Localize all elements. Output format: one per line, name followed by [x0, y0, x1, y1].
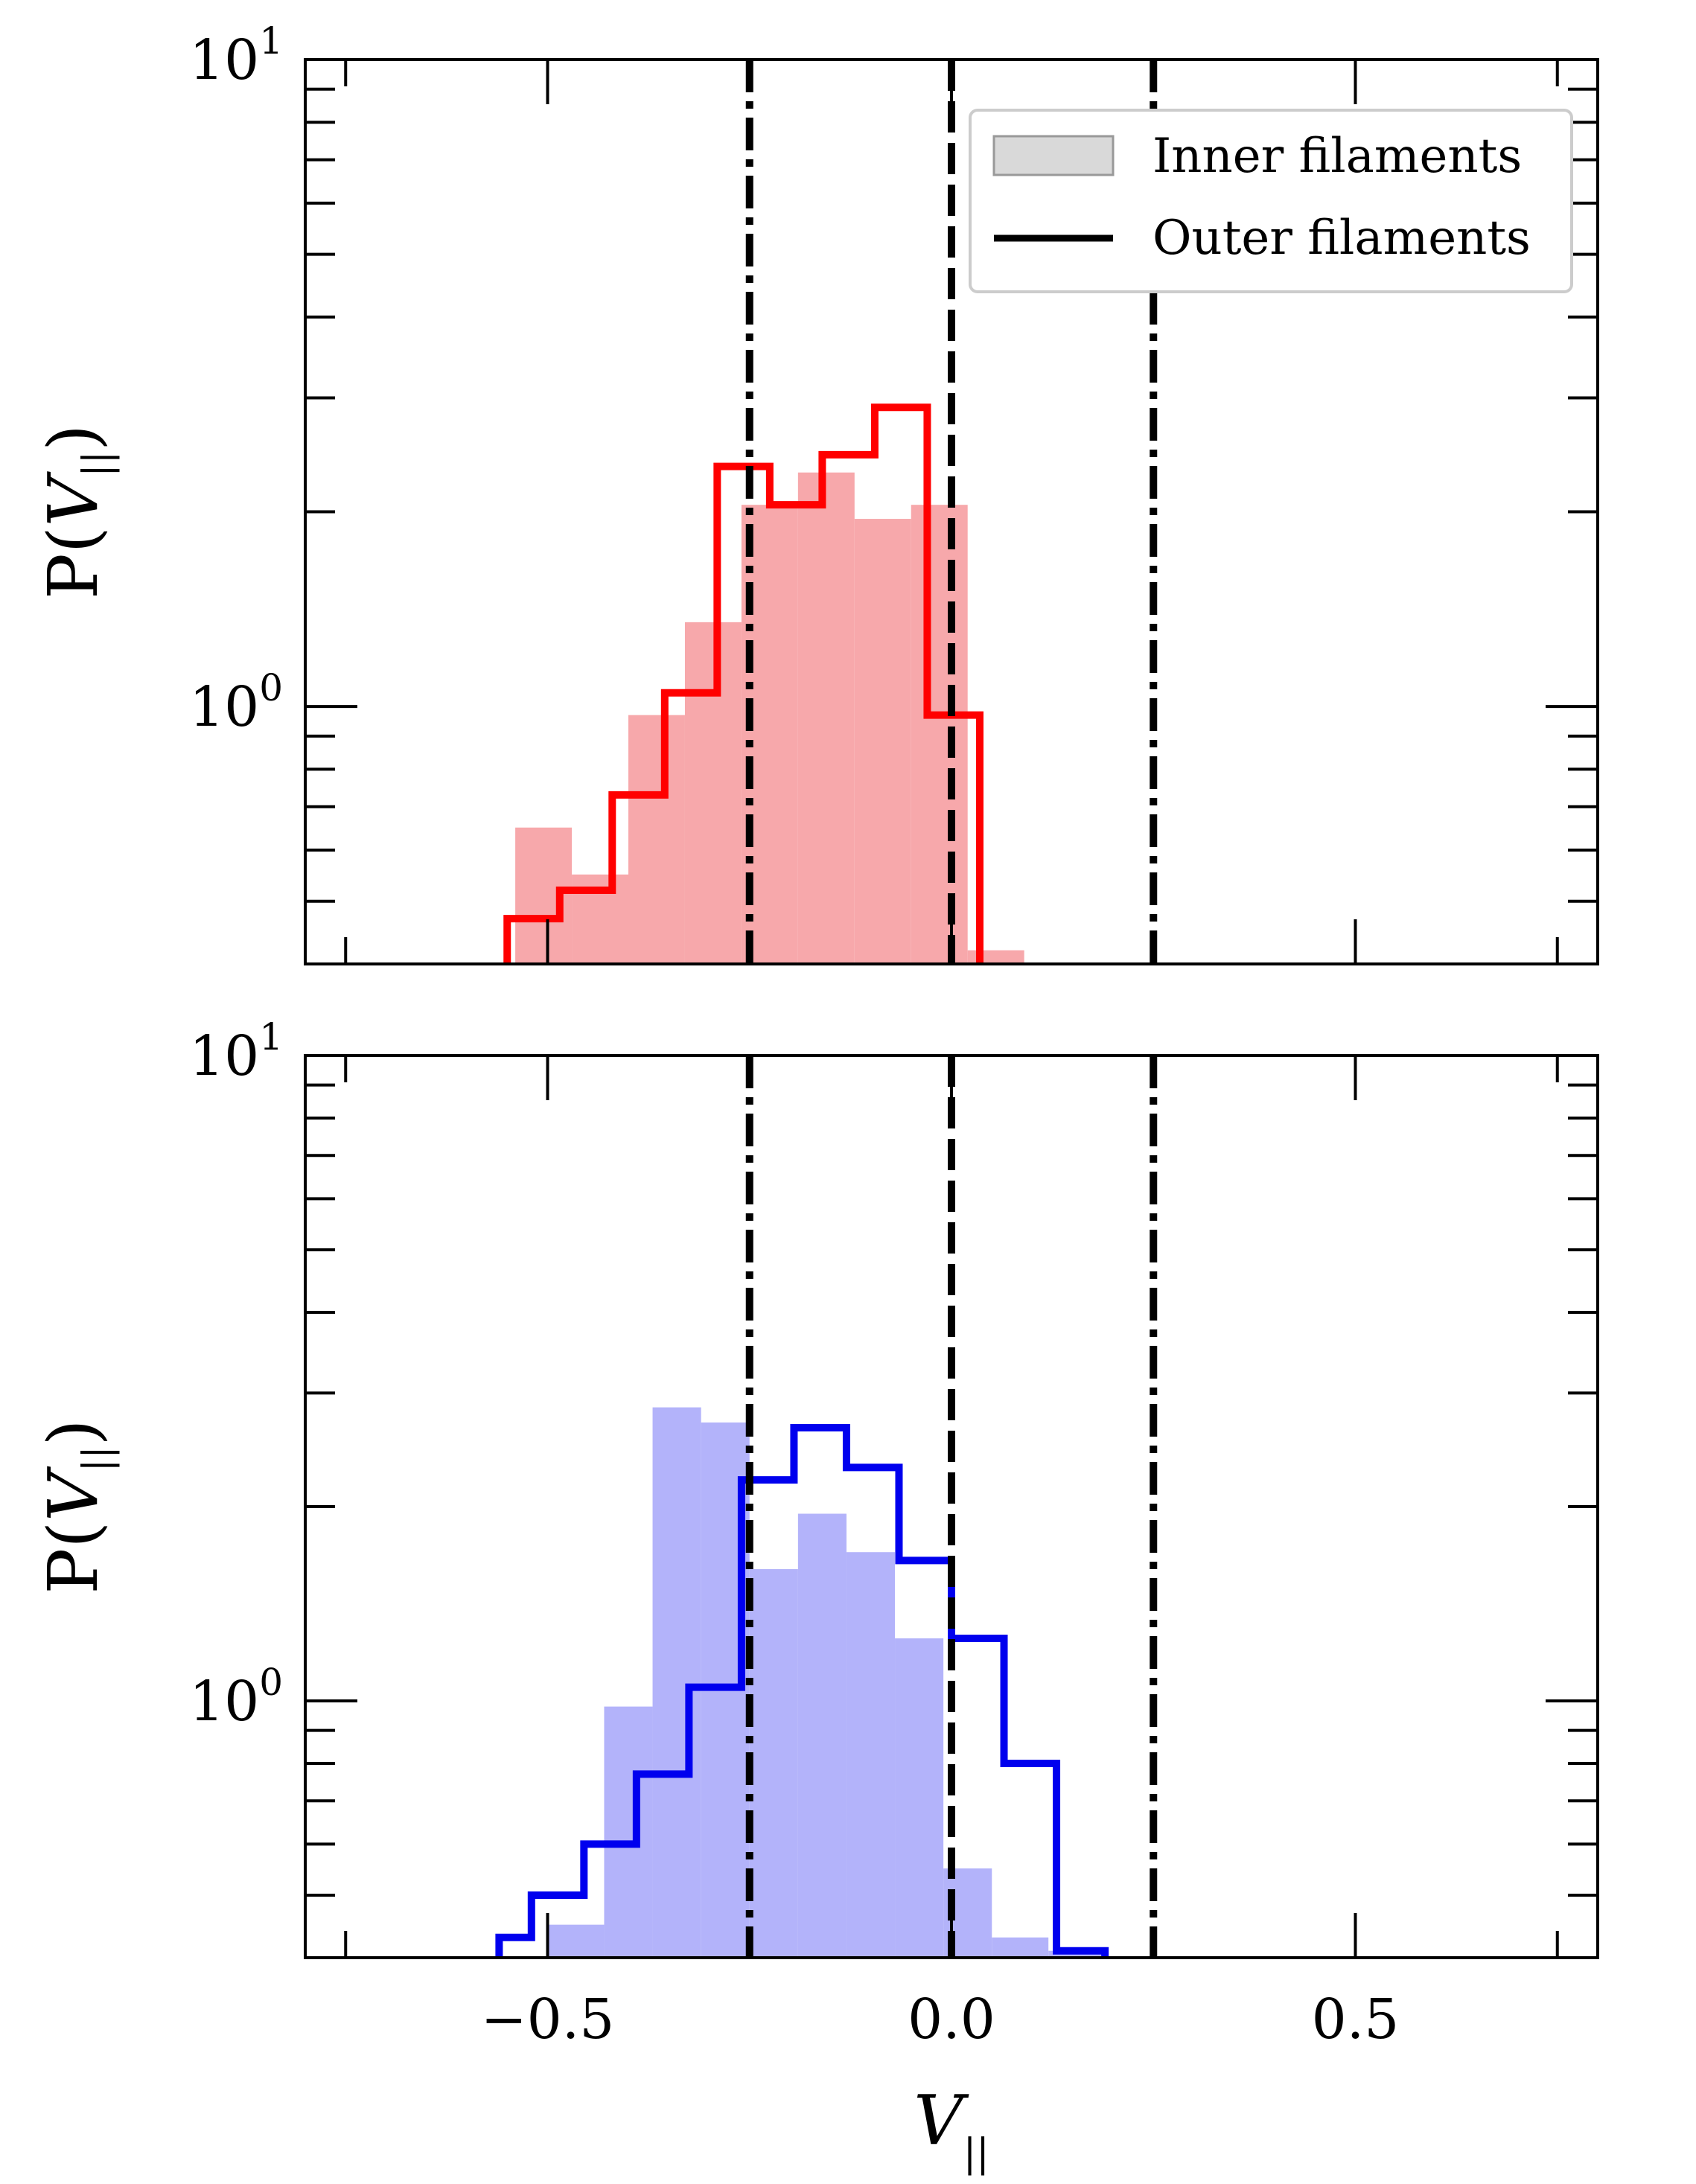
x-tick-label: 0.0: [908, 1987, 995, 2052]
y-tick-label: 101: [189, 19, 283, 92]
inner-filaments-bar: [749, 1569, 798, 1958]
inner-filaments-bar: [684, 622, 742, 964]
bottom-panel: 101 100 P(V||) −0.5 0.0 0.5 V||: [34, 1015, 1599, 2176]
legend-label-inner: Inner filaments: [1153, 129, 1522, 184]
y-tick-label: 101: [189, 1015, 283, 1088]
inner-filaments-bar: [992, 1937, 1049, 1958]
inner-filaments-bar: [604, 1706, 653, 1958]
legend-box: [969, 109, 1573, 293]
inner-filaments-bar: [547, 1924, 605, 1958]
inner-filaments-bar: [797, 472, 855, 964]
inner-filaments-bar: [628, 715, 685, 964]
inner-filaments-bar: [911, 505, 968, 964]
inner-filaments-bar: [854, 519, 911, 964]
inner-filaments-bar: [652, 1407, 701, 1958]
y-axis-label: P(V||): [34, 424, 120, 599]
legend-label-outer: Outer filaments: [1153, 211, 1531, 266]
x-axis-label: V||: [914, 2081, 989, 2176]
top-panel: 101 100 P(V||) Inner filaments Outer filamen…: [34, 19, 1599, 965]
legend-swatch-inner: [992, 135, 1115, 176]
inner-filaments-bar: [895, 1638, 944, 1958]
inner-filaments-bar: [846, 1552, 896, 1958]
x-tick-label: 0.5: [1312, 1987, 1400, 2052]
y-tick-label: 100: [189, 1661, 283, 1734]
x-tick-label: −0.5: [481, 1987, 615, 2052]
inner-filaments-bar: [797, 1513, 847, 1958]
plot-area: [495, 1056, 1158, 1958]
plot-area: [503, 60, 1158, 964]
outer-filaments-step-line: [495, 1424, 1109, 1958]
y-axis-label: P(V||): [34, 1419, 120, 1594]
outer-filaments-step-line: [503, 403, 984, 964]
y-tick-label: 100: [189, 666, 283, 739]
legend: Inner filaments Outer filaments: [969, 109, 1573, 293]
